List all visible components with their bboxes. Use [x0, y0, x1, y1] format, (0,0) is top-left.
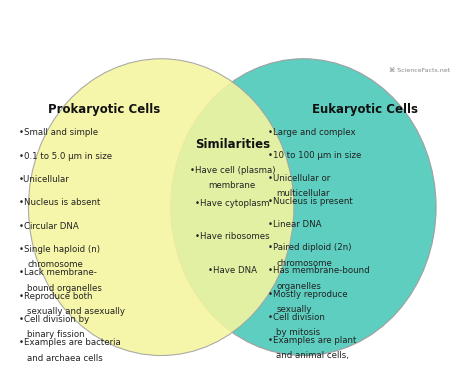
Text: •Have ribosomes: •Have ribosomes — [195, 233, 270, 241]
Text: •Examples are bacteria: •Examples are bacteria — [19, 338, 121, 347]
Text: bound organelles: bound organelles — [27, 284, 102, 292]
Text: •Cell division: •Cell division — [268, 312, 325, 322]
Text: •10 to 100 μm in size: •10 to 100 μm in size — [268, 151, 361, 160]
Text: Prokaryotic and Eukaryotic  Cells Venn Diagram: Prokaryotic and Eukaryotic Cells Venn Di… — [3, 16, 471, 34]
Text: sexually: sexually — [276, 305, 312, 314]
Text: •Nucleus is present: •Nucleus is present — [268, 197, 353, 206]
Text: by mitosis: by mitosis — [276, 328, 320, 337]
Text: •0.1 to 5.0 μm in size: •0.1 to 5.0 μm in size — [19, 151, 112, 161]
Text: •Circular DNA: •Circular DNA — [19, 222, 79, 231]
Text: •Cell division by: •Cell division by — [19, 315, 89, 324]
Text: •Unicellular: •Unicellular — [19, 175, 70, 184]
Text: •Reproduce both: •Reproduce both — [19, 292, 92, 301]
Text: •Examples are plant: •Examples are plant — [268, 336, 356, 345]
Text: multicellular: multicellular — [276, 189, 330, 199]
Text: membrane: membrane — [209, 181, 256, 190]
Text: •Single haploid (n): •Single haploid (n) — [19, 245, 100, 254]
Text: and archaea cells: and archaea cells — [27, 354, 103, 363]
Text: organelles: organelles — [276, 282, 321, 291]
Text: •Have DNA: •Have DNA — [208, 266, 257, 274]
Text: binary fission: binary fission — [27, 330, 85, 339]
Text: •Large and complex: •Large and complex — [268, 128, 356, 137]
Text: Eukaryotic Cells: Eukaryotic Cells — [312, 103, 418, 116]
Text: •Have cytoplasm: •Have cytoplasm — [195, 199, 270, 208]
Text: ⌘ ScienceFacts.net: ⌘ ScienceFacts.net — [389, 68, 450, 73]
Ellipse shape — [28, 59, 294, 356]
Text: Similarities: Similarities — [195, 138, 270, 151]
Text: •Linear DNA: •Linear DNA — [268, 220, 321, 229]
Text: •Has membrane-bound: •Has membrane-bound — [268, 266, 369, 276]
Text: sexually and asexually: sexually and asexually — [27, 307, 126, 316]
Text: •Mostly reproduce: •Mostly reproduce — [268, 289, 347, 299]
Text: •Lack membrane-: •Lack membrane- — [19, 268, 97, 277]
Ellipse shape — [171, 59, 436, 356]
Text: •Have cell (plasma): •Have cell (plasma) — [190, 166, 275, 175]
Text: chromosome: chromosome — [27, 260, 83, 269]
Text: •Nucleus is absent: •Nucleus is absent — [19, 198, 100, 207]
Text: •Small and simple: •Small and simple — [19, 128, 98, 137]
Text: Prokaryotic Cells: Prokaryotic Cells — [48, 103, 160, 116]
Text: •Unicellular or: •Unicellular or — [268, 174, 330, 183]
Text: and animal cells,: and animal cells, — [276, 351, 349, 360]
Text: •Paired diploid (2n): •Paired diploid (2n) — [268, 243, 351, 253]
Text: chromosome: chromosome — [276, 258, 332, 268]
